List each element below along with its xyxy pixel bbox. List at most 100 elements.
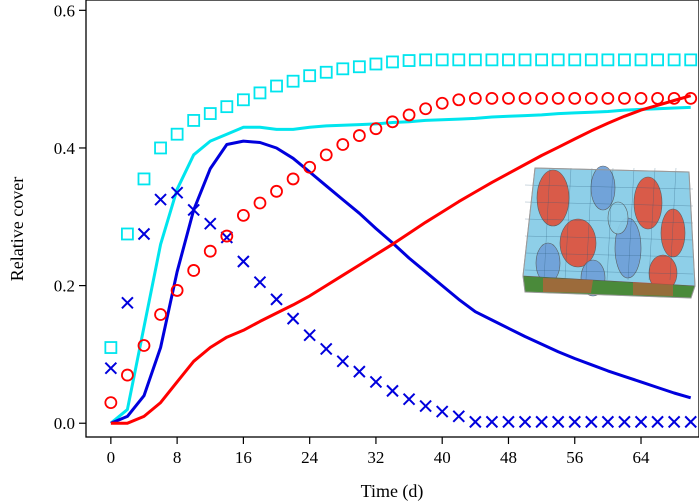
x-marker	[402, 392, 416, 406]
x-marker	[419, 399, 432, 413]
x-marker	[386, 384, 399, 398]
inset-mesh-line	[648, 167, 656, 281]
inset-mesh-line	[524, 269, 694, 275]
circle-marker	[286, 172, 300, 186]
square-marker	[386, 55, 399, 69]
y-axis: 0.0 0.2 0.4 0.6	[54, 1, 86, 433]
series-2	[110, 94, 692, 425]
x-marker	[286, 312, 300, 325]
circle-marker	[137, 339, 151, 352]
circle-marker	[187, 264, 201, 277]
x-marker	[585, 415, 598, 429]
x-marker	[469, 415, 482, 429]
inset-base-patch	[543, 278, 593, 293]
y-tick-label: 0.2	[54, 277, 75, 296]
x-marker	[485, 415, 499, 429]
y-tick-label: 0.6	[54, 1, 75, 20]
x-marker	[270, 293, 283, 306]
square-marker	[452, 53, 466, 67]
x-marker	[684, 415, 697, 429]
x-axis: 0 8 16 24 32 40 48 56 64	[107, 437, 650, 467]
circle-marker	[485, 92, 499, 105]
series-line	[109, 105, 691, 425]
x-marker	[121, 296, 134, 310]
circle-marker	[319, 148, 333, 162]
circle-marker	[303, 160, 317, 174]
square-marker	[236, 93, 250, 107]
circle-marker	[651, 92, 664, 105]
circle-marker	[121, 368, 134, 382]
x-marker	[253, 275, 267, 289]
y-tick-label: 0.4	[54, 139, 76, 158]
plot-frame	[85, 0, 699, 438]
square-marker	[518, 53, 532, 67]
square-marker	[634, 53, 648, 67]
square-marker	[121, 227, 134, 241]
square-marker	[303, 69, 317, 83]
x-tick-label: 0	[107, 448, 116, 467]
inset-mesh-line	[627, 167, 635, 281]
series-3	[104, 53, 698, 354]
x-marker	[667, 415, 681, 429]
x-tick-label: 48	[500, 448, 517, 467]
inset-peak	[536, 169, 570, 227]
series-4	[104, 186, 697, 429]
circle-marker	[386, 115, 399, 129]
inset-surface-plot	[522, 165, 696, 299]
x-marker	[551, 415, 565, 429]
circle-marker	[369, 122, 383, 136]
x-tick-label: 24	[301, 448, 319, 467]
circle-marker	[518, 92, 532, 105]
inset-mesh-line	[606, 167, 614, 281]
x-marker	[651, 415, 664, 429]
x-tick-label: 56	[566, 448, 583, 467]
square-marker	[270, 79, 283, 93]
x-marker	[568, 415, 581, 429]
series-line	[110, 139, 692, 425]
inset-mesh-line	[564, 167, 572, 281]
square-marker	[468, 53, 482, 67]
square-marker	[651, 53, 664, 67]
x-axis-label: Time (d)	[361, 481, 424, 502]
y-axis-label: Relative cover	[7, 177, 27, 281]
inset-mesh-line	[524, 252, 694, 258]
x-marker	[502, 415, 515, 429]
series-layer	[104, 53, 698, 429]
inset-frame	[522, 167, 696, 299]
square-marker	[435, 53, 449, 67]
square-marker	[253, 86, 267, 100]
inset-mesh-line	[524, 184, 694, 190]
x-marker	[336, 355, 350, 368]
square-marker	[601, 53, 615, 67]
square-marker	[203, 107, 217, 120]
square-marker	[535, 53, 549, 67]
x-marker	[518, 415, 532, 429]
x-tick-label: 32	[367, 448, 384, 467]
square-marker	[319, 65, 333, 79]
x-marker	[435, 405, 449, 418]
x-marker	[618, 415, 631, 429]
square-marker	[485, 53, 499, 67]
x-marker	[452, 410, 465, 423]
square-marker	[667, 53, 681, 67]
circle-marker	[419, 102, 433, 116]
inset-mesh-line	[669, 167, 677, 281]
inset-peak	[633, 176, 663, 230]
circle-marker	[104, 396, 118, 409]
x-marker	[104, 361, 118, 375]
square-marker	[154, 141, 167, 155]
x-marker	[353, 365, 366, 378]
circle-marker	[684, 92, 698, 105]
x-marker	[369, 375, 383, 389]
x-marker	[237, 255, 250, 268]
circle-marker	[601, 92, 615, 105]
inset-mesh-line	[543, 167, 551, 281]
square-marker	[584, 53, 598, 67]
series-0	[109, 105, 691, 425]
inset-peak	[660, 208, 686, 258]
square-marker	[137, 172, 151, 186]
circle-marker	[551, 92, 565, 105]
x-tick-label: 8	[173, 448, 182, 467]
x-marker	[170, 186, 184, 199]
